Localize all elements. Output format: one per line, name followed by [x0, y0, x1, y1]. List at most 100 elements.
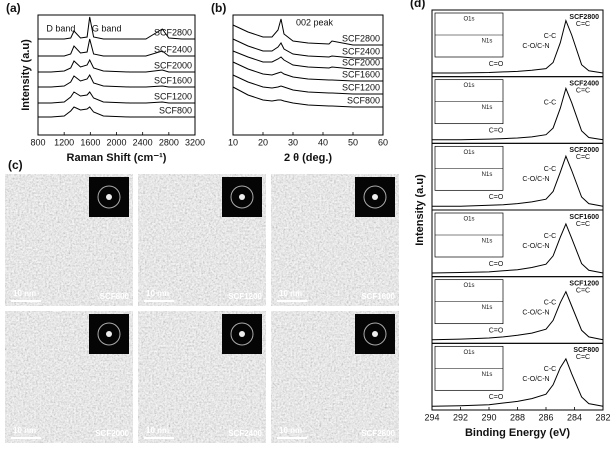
- series-label: SCF2400: [154, 44, 192, 54]
- x-tick-label: 10: [228, 137, 238, 147]
- peak-label: C=O: [489, 394, 504, 401]
- x-tick-label: 800: [30, 137, 45, 147]
- spectrum-line: [232, 86, 383, 108]
- scale-label: 10 nm: [13, 289, 36, 298]
- diffraction-ring: [97, 185, 121, 209]
- peak-label: C-O/C-N: [522, 310, 549, 317]
- annotation: 002 peak: [296, 17, 334, 27]
- peak-label: C-C: [544, 33, 556, 40]
- diffraction-ring: [363, 322, 387, 346]
- panel-label: (a): [6, 1, 21, 15]
- peak-label: C=C: [576, 21, 590, 28]
- panel-label: (d): [410, 0, 425, 10]
- diffraction-center: [106, 194, 112, 200]
- spectrum-line: [232, 18, 383, 46]
- x-tick-label: 40: [318, 137, 328, 147]
- peak-label: C-O/C-N: [522, 43, 549, 50]
- peak-label: C=C: [576, 354, 590, 361]
- diffraction-center: [372, 331, 378, 337]
- inset-label: N1s: [482, 372, 493, 378]
- sample-label: SCF2400: [569, 81, 599, 88]
- peak-label: C=C: [576, 288, 590, 295]
- annotation: D band: [46, 23, 75, 33]
- spectrum-line: [432, 18, 604, 74]
- diffraction-center: [239, 331, 245, 337]
- spectrum-line: [38, 91, 195, 104]
- spectrum-line: [38, 58, 195, 73]
- sample-label: SCF800: [100, 292, 130, 301]
- peak-label: C=O: [489, 128, 504, 135]
- diffraction-ring: [230, 185, 254, 209]
- x-tick-label: 3200: [185, 137, 205, 147]
- x-tick-label: 2400: [133, 137, 153, 147]
- peak-label: C-C: [544, 300, 556, 307]
- x-tick-label: 30: [288, 137, 298, 147]
- spectrum-line: [232, 38, 383, 59]
- x-tick-label: 2800: [159, 137, 179, 147]
- y-axis-title: Intensity (a.u): [20, 39, 32, 111]
- scale-label: 10 nm: [146, 426, 169, 435]
- peak-label: C=O: [489, 194, 504, 201]
- panel-label: (c): [8, 158, 23, 172]
- peak-label: C-C: [544, 166, 556, 173]
- sample-label: SCF2000: [569, 147, 599, 154]
- peak-label: C-C: [544, 100, 556, 107]
- spectrum-line: [431, 222, 604, 274]
- x-tick-label: 20: [258, 137, 268, 147]
- diffraction-center: [372, 194, 378, 200]
- sample-label: SCF2000: [95, 429, 129, 438]
- x-tick-label: 60: [378, 137, 388, 147]
- scale-label: 10 nm: [279, 426, 302, 435]
- sample-label: SCF800: [573, 347, 599, 354]
- series-label: SCF1200: [154, 91, 192, 101]
- x-tick-label: 284: [567, 412, 582, 422]
- diffraction-center: [239, 194, 245, 200]
- series-label: SCF2000: [154, 60, 192, 70]
- inset-label: O1s: [463, 350, 474, 356]
- spectrum-line: [432, 154, 604, 207]
- inset-label: N1s: [482, 39, 493, 45]
- spectrum-line: [232, 50, 383, 70]
- series-label: SCF1200: [342, 82, 380, 92]
- inset-label: O1s: [463, 83, 474, 89]
- peak-label: C-C: [544, 366, 556, 373]
- sample-label: SCF2800: [361, 429, 395, 438]
- spectrum-line: [232, 61, 383, 82]
- x-axis-title: Raman Shift (cm⁻¹): [67, 152, 167, 164]
- x-tick-label: 2000: [106, 137, 126, 147]
- x-tick-label: 50: [348, 137, 358, 147]
- peak-label: C-O/C-N: [522, 243, 549, 250]
- spectrum-line: [38, 16, 195, 40]
- x-tick-label: 1200: [54, 137, 74, 147]
- sample-label: SCF1600: [361, 292, 395, 301]
- x-tick-label: 282: [595, 412, 610, 422]
- subplot-frame: [431, 342, 604, 411]
- diffraction-ring: [230, 322, 254, 346]
- series-label: SCF2800: [342, 33, 380, 43]
- inset-label: N1s: [482, 172, 493, 178]
- panel-label: (b): [211, 1, 226, 15]
- diffraction-ring: [97, 322, 121, 346]
- inset-label: O1s: [463, 17, 474, 23]
- inset-label: O1s: [463, 217, 474, 223]
- series-label: SCF800: [159, 105, 192, 115]
- peak-label: C-C: [544, 233, 556, 240]
- diffraction-center: [106, 331, 112, 337]
- annotation: G band: [92, 23, 122, 33]
- series-label: SCF800: [347, 95, 380, 105]
- series-label: SCF1600: [154, 75, 192, 85]
- x-tick-label: 286: [538, 412, 553, 422]
- x-tick-label: 288: [510, 412, 525, 422]
- x-tick-label: 1600: [80, 137, 100, 147]
- x-tick-label: 290: [481, 412, 496, 422]
- sample-label: SCF1600: [569, 214, 599, 221]
- peak-label: C=O: [489, 61, 504, 68]
- spectrum-line: [432, 86, 604, 141]
- peak-label: C-O/C-N: [522, 176, 549, 183]
- peak-label: C=C: [576, 154, 590, 161]
- sample-label: SCF1200: [569, 281, 599, 288]
- peak-label: C=C: [576, 88, 590, 95]
- series-label: SCF2400: [342, 46, 380, 56]
- x-tick-label: 292: [453, 412, 468, 422]
- spectrum-line: [38, 73, 195, 88]
